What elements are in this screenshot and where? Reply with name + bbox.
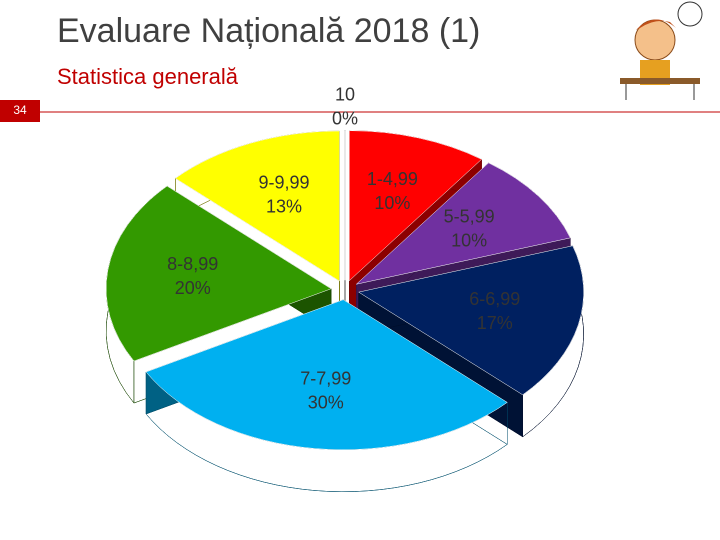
clock <box>677 1 703 27</box>
clipart <box>620 1 703 100</box>
slice <box>105 185 332 362</box>
data-label-value: 0% <box>332 108 358 128</box>
pie: 1-4,99 10% 5-5,99 10% 6-6,99 17% 7-7,99 30% 8-8,… <box>105 84 584 492</box>
slide-subtitle: Statistica generală <box>57 64 239 89</box>
desk <box>620 78 700 84</box>
slide-title: Evaluare Națională 2018 (1) <box>57 12 480 50</box>
slice <box>358 245 584 396</box>
data-label-category: 1-4,99 <box>367 169 418 189</box>
data-label-value: 20% <box>175 278 211 298</box>
slice <box>145 299 508 450</box>
data-label-value: 10% <box>451 230 487 250</box>
slice <box>355 162 571 285</box>
data-label-value: 17% <box>477 313 513 333</box>
slice <box>349 130 483 282</box>
data-label-value: 10% <box>374 193 410 213</box>
data-label-category: 6-6,99 <box>469 289 520 309</box>
data-label-category: 5-5,99 <box>444 206 495 226</box>
data-label-value: 30% <box>308 393 344 413</box>
slide-number-box <box>0 100 40 122</box>
data-label-category: 7-7,99 <box>300 369 351 389</box>
data-label-category: 9-9,99 <box>259 172 310 192</box>
data-label-category: 10 <box>335 84 355 104</box>
hair <box>636 19 676 30</box>
slide-number: 34 <box>13 103 27 117</box>
slice <box>174 130 340 282</box>
data-label-value: 13% <box>266 196 302 216</box>
data-label-category: 8-8,99 <box>167 254 218 274</box>
